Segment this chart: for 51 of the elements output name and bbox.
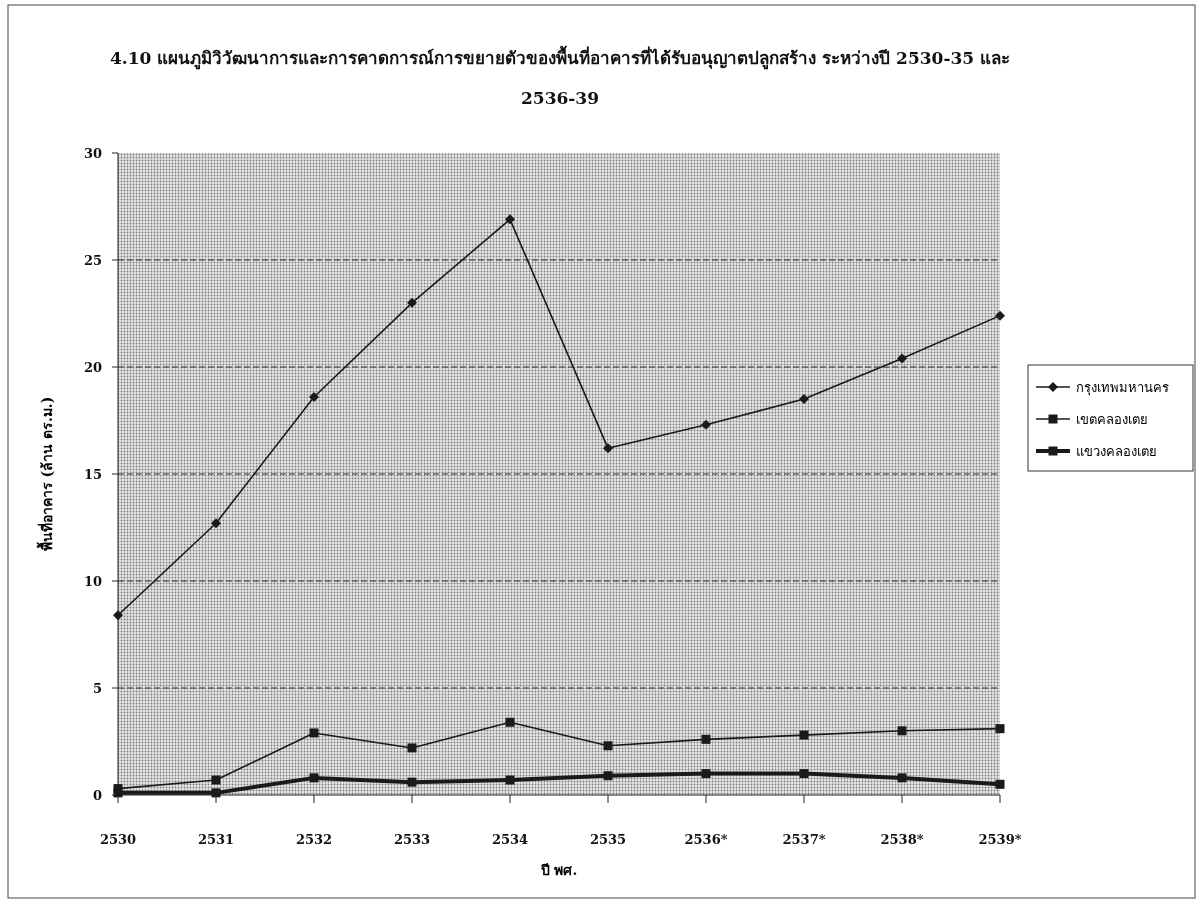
point bbox=[309, 728, 319, 738]
x-tick-label: 2538* bbox=[880, 832, 924, 847]
point bbox=[799, 394, 809, 405]
point bbox=[211, 775, 221, 785]
point bbox=[113, 610, 123, 621]
legend-label: กรุงเทพมหานคร bbox=[1076, 380, 1169, 396]
x-tick-label: 2531 bbox=[197, 832, 235, 847]
point bbox=[211, 518, 221, 529]
point bbox=[995, 310, 1005, 321]
y-axis-title: พื้นที่อาคาร (ล้าน ตร.ม.) bbox=[36, 396, 55, 552]
y-tick-label: 15 bbox=[83, 467, 102, 482]
legend-label: แขวงคลองเตย bbox=[1076, 444, 1157, 459]
point bbox=[799, 769, 809, 779]
y-tick-label: 20 bbox=[83, 360, 102, 375]
y-tick-label: 0 bbox=[92, 788, 102, 803]
point bbox=[505, 775, 515, 785]
point bbox=[505, 717, 515, 727]
point bbox=[407, 743, 417, 753]
point bbox=[897, 773, 907, 783]
point bbox=[407, 777, 417, 787]
point bbox=[897, 726, 907, 736]
point bbox=[701, 419, 711, 430]
x-tick-label: 2530 bbox=[99, 832, 137, 847]
x-tick-label: 2537* bbox=[782, 832, 826, 847]
y-tick-label: 5 bbox=[92, 681, 102, 696]
y-tick-label: 25 bbox=[83, 253, 102, 268]
point bbox=[211, 788, 221, 798]
point bbox=[897, 353, 907, 364]
point bbox=[603, 443, 613, 454]
x-tick-label: 2533 bbox=[393, 832, 431, 847]
x-axis-title: ปี พศ. bbox=[539, 862, 578, 878]
chart-title: 4.10 แผนภูมิวิวัฒนาการและการคาดการณ์การขยายตัวของพื้นที่อาคารที่ได้รับอนุญาตปลูกสร้าง ระหว่างปี 2530-35 และ 2536-39 bbox=[108, 44, 1012, 110]
point bbox=[701, 734, 711, 744]
x-tick-label: 2536* bbox=[684, 832, 728, 847]
point bbox=[701, 769, 711, 779]
y-tick-label: 30 bbox=[83, 146, 102, 161]
x-tick-label: 2539* bbox=[978, 832, 1022, 847]
point bbox=[603, 741, 613, 751]
point bbox=[995, 779, 1005, 789]
x-tick-label: 2532 bbox=[295, 832, 333, 847]
point bbox=[309, 773, 319, 783]
x-tick-label: 2535 bbox=[589, 832, 627, 847]
point bbox=[995, 724, 1005, 734]
x-tick-label: 2534 bbox=[491, 832, 529, 847]
point bbox=[309, 391, 319, 402]
y-tick-label: 10 bbox=[83, 574, 102, 589]
legend-label: เขตคลองเตย bbox=[1076, 412, 1148, 427]
point bbox=[505, 214, 515, 225]
point bbox=[603, 771, 613, 781]
point bbox=[799, 730, 809, 740]
point bbox=[407, 297, 417, 308]
